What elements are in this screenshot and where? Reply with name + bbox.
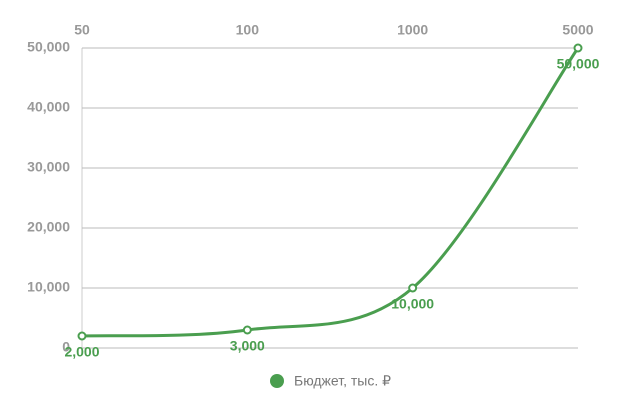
y-tick-label: 50,000	[27, 39, 70, 55]
x-tick-label: 50	[74, 22, 90, 38]
point	[242, 325, 252, 335]
x-tick-label: 1000	[397, 22, 428, 38]
y-tick-label: 20,000	[27, 219, 70, 235]
data-label: 3,000	[230, 338, 265, 354]
x-tick-label: 5000	[562, 22, 593, 38]
line	[81, 47, 580, 338]
y-tick-label: 10,000	[27, 279, 70, 295]
point	[77, 331, 87, 341]
data-label: 10,000	[391, 296, 434, 312]
y-tick-label: 40,000	[27, 99, 70, 115]
x-tick-label: 100	[236, 22, 260, 38]
data-label: 50,000	[557, 56, 600, 72]
point	[408, 283, 418, 293]
point	[573, 43, 583, 53]
y-tick-label: 0	[62, 339, 70, 355]
y-tick-label: 30,000	[27, 159, 70, 175]
data-label: 2,000	[64, 344, 99, 360]
legend-label: Бюджет, тыс. ₽	[294, 373, 391, 389]
legend-marker	[270, 374, 284, 388]
